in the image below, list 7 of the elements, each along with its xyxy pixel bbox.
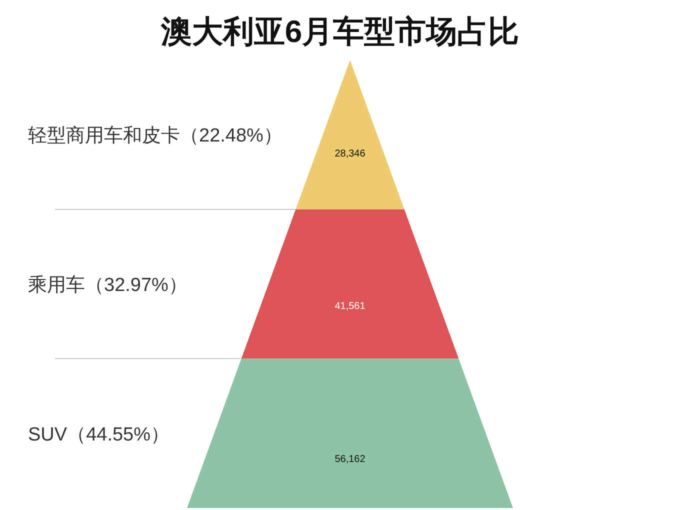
category-label: 乘用车（32.97%） bbox=[28, 275, 188, 296]
category-label: SUV（44.55%） bbox=[28, 424, 170, 446]
data-label: 56,162 bbox=[334, 454, 366, 465]
category-label: 轻型商用车和皮卡（22.48%） bbox=[28, 124, 282, 147]
text: 澳大利亚6月车型市场占比 bbox=[160, 14, 520, 49]
data-label: 41,561 bbox=[334, 301, 366, 312]
data-label: 28,346 bbox=[334, 148, 366, 160]
